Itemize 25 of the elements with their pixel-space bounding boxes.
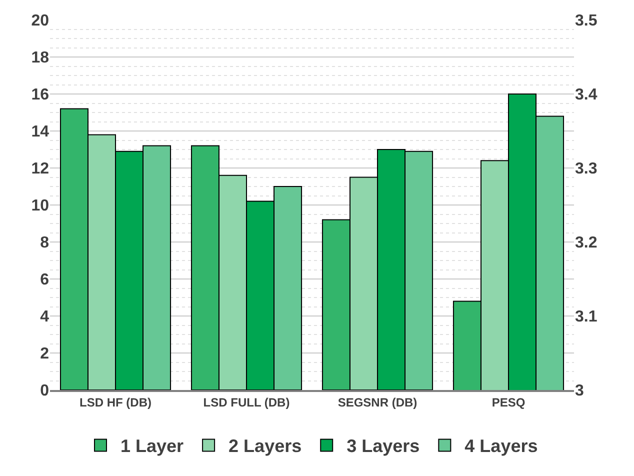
y-tick-label: 4	[40, 308, 50, 326]
y-tick-label: 20	[31, 12, 50, 30]
y2-tick-label: 3.3	[575, 160, 598, 178]
y2-tick-label: 3.1	[575, 308, 598, 326]
y2-tick-label: 3	[575, 382, 584, 400]
legend-label: 1 Layer	[120, 436, 184, 456]
y-tick-label: 12	[31, 160, 50, 178]
x-tick-label: SEGSNR (DB)	[338, 395, 418, 410]
legend-label: 3 Layers	[346, 436, 420, 456]
x-tick-label: LSD FULL (DB)	[203, 395, 290, 410]
y-tick-label: 18	[31, 50, 50, 67]
y-tick-label: 14	[31, 124, 50, 141]
y-tick-label: 16	[31, 86, 50, 104]
x-tick-label: PESQ	[492, 395, 526, 410]
y2-tick-label: 3.5	[575, 12, 598, 30]
legend-label: 2 Layers	[228, 436, 302, 456]
y-tick-label: 2	[40, 346, 50, 363]
y-tick-label: 8	[40, 234, 50, 252]
x-tick-label: LSD HF (DB)	[80, 395, 152, 410]
legend-label: 4 Layers	[464, 436, 538, 456]
y-tick-label: 0	[40, 382, 50, 400]
y-tick-label: 10	[31, 198, 50, 215]
y2-tick-label: 3.4	[575, 86, 598, 104]
y-tick-label: 6	[40, 272, 50, 289]
y2-tick-label: 3.2	[575, 234, 598, 252]
